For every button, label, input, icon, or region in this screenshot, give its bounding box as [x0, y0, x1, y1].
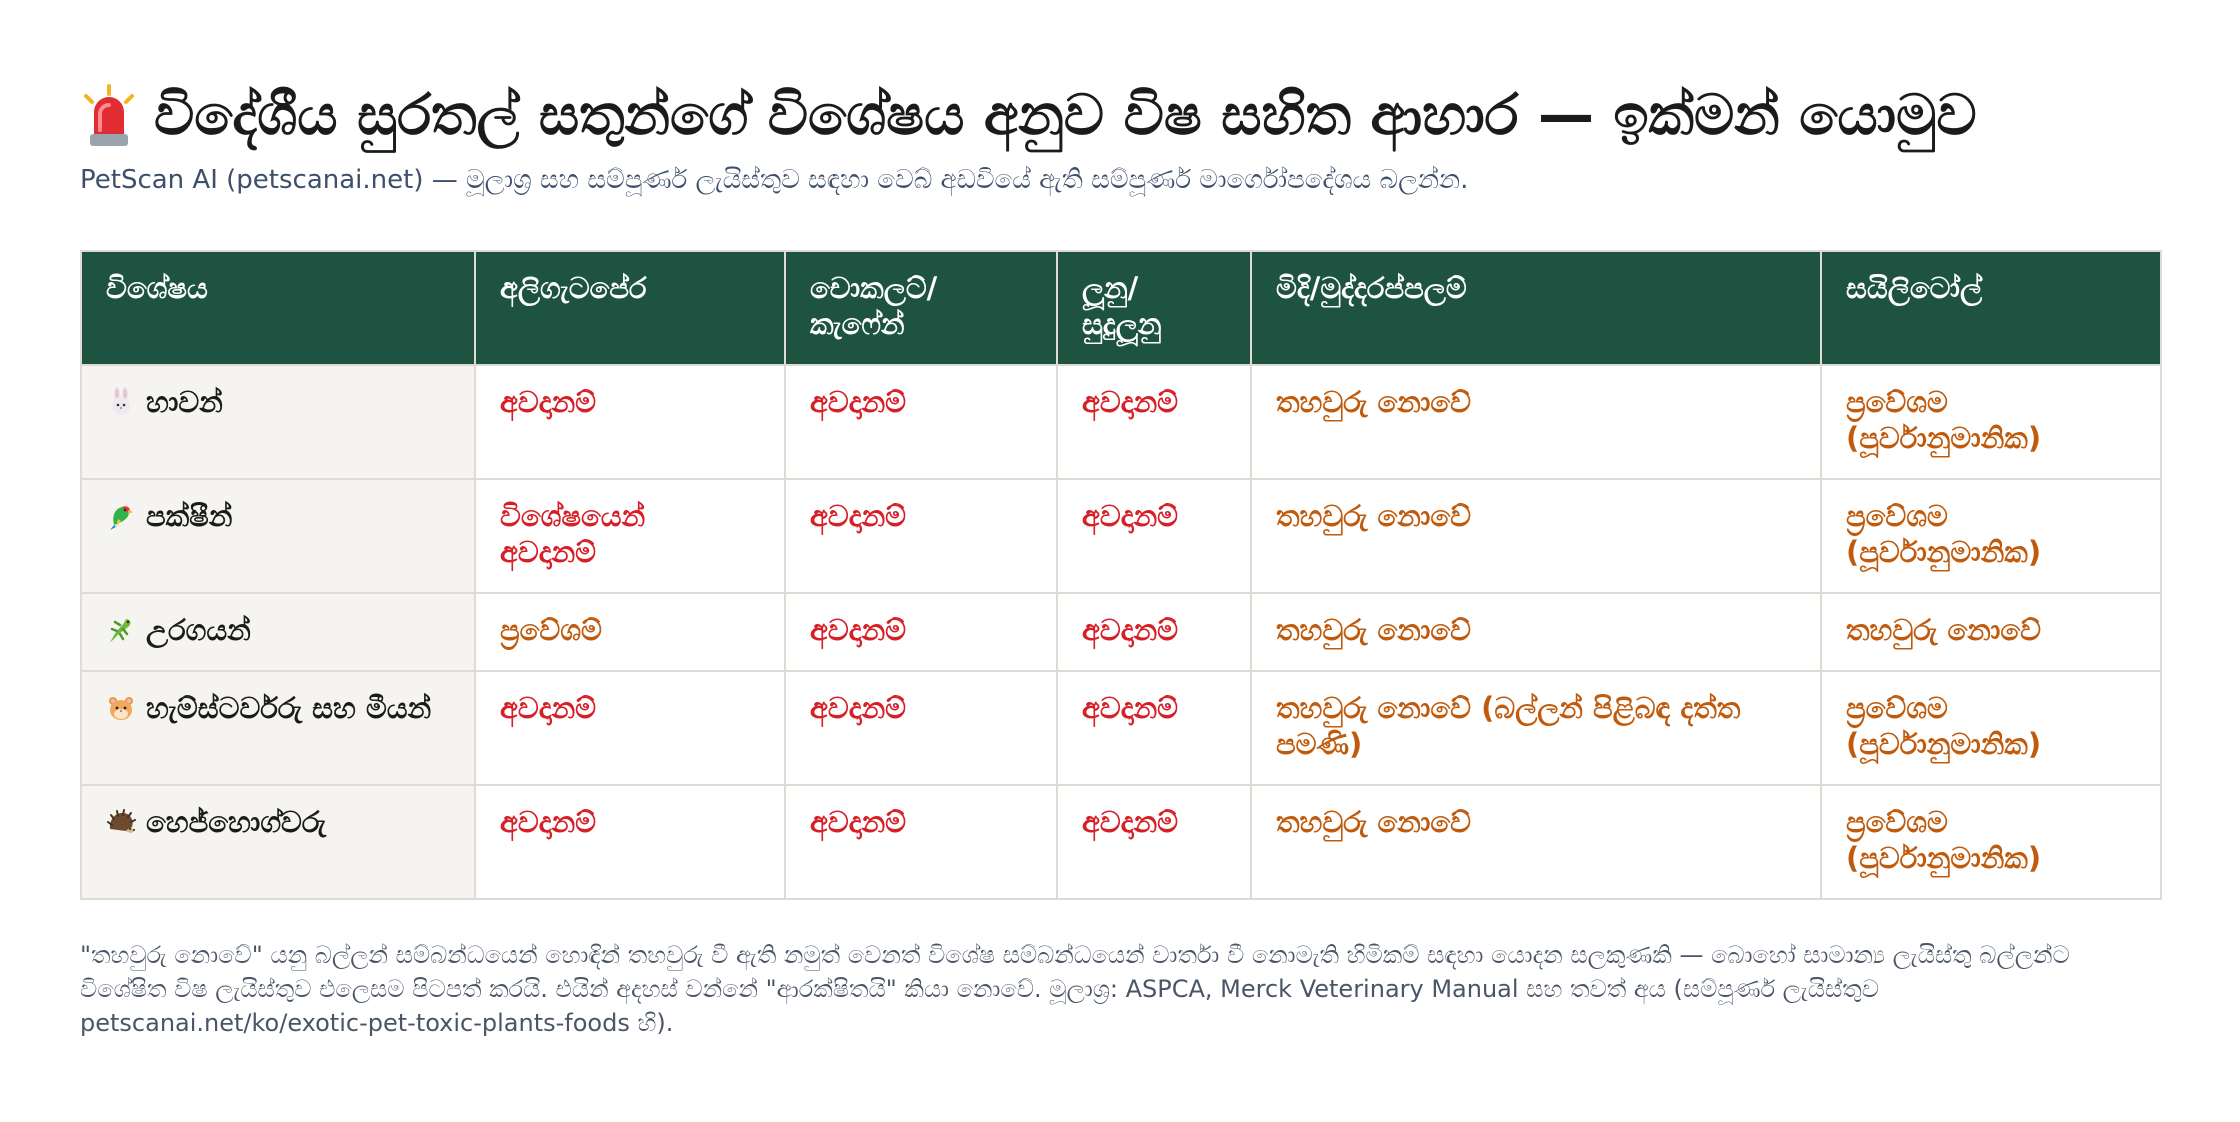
species-name: පක්ෂීන්: [146, 499, 233, 533]
table-body: හාවන් අවදානම් අවදානම් අවදානම් තහවුරු නොවේ ප්‍…: [80, 364, 2162, 900]
status-cell-danger: අවදානම්: [784, 478, 1058, 594]
status-cell-caution: තහවුරු නොවේ (බල්ලන් පිළිබඳ දත්ත පමණි): [1250, 670, 1822, 786]
page-title-text: විදේශීය සුරතල් සතුන්ගේ විශේෂය අනුව විෂ ස…: [154, 83, 1977, 148]
species-name: උරගයන්: [146, 613, 251, 647]
species-cell: පක්ෂීන්: [80, 478, 476, 594]
hedgehog-icon: [106, 807, 136, 837]
species-cell: හෙජ්හොග්වරු: [80, 784, 476, 900]
column-header-avocado: අලිගැටපේර: [474, 250, 786, 366]
status-cell-caution: ප්‍රවේශම (පූර්වානුමානික): [1820, 478, 2162, 594]
table-header-row: විශේෂය අලිගැටපේර චොකලට්/ කැෆේන් ලූනු/ සුදුල…: [80, 250, 2162, 366]
row-hedgehogs: හෙජ්හොග්වරු අවදානම් අවදානම් අවදානම් තහවුරු න…: [80, 784, 2162, 900]
species-label-wrap: හෙජ්හොග්වරු: [106, 804, 450, 840]
status-cell-danger: අවදානම්: [1056, 364, 1252, 480]
rabbit-icon: [106, 387, 136, 417]
status-cell-caution: තහවුරු නොවේ: [1250, 592, 1822, 672]
status-cell-caution: ප්‍රවේශම්: [474, 592, 786, 672]
footnote: "තහවුරු නොවේ" යනු බල්ලන් සම්බන්ධයෙන් හොඳ…: [80, 941, 2070, 1037]
status-cell-danger: අවදානම්: [784, 670, 1058, 786]
species-name: හෙජ්හොග්වරු: [146, 805, 327, 839]
species-cell: උරගයන්: [80, 592, 476, 672]
row-rabbits: හාවන් අවදානම් අවදානම් අවදානම් තහවුරු නොවේ ප්‍…: [80, 364, 2162, 480]
status-cell-caution: තහවුරු නොවේ: [1820, 592, 2162, 672]
status-cell-caution: තහවුරු නොවේ: [1250, 478, 1822, 594]
status-cell-danger: අවදානම්: [1056, 478, 1252, 594]
status-cell-danger: අවදානම්: [1056, 670, 1252, 786]
page-subtitle: PetScan AI (petscanai.net) — මූලාශ්‍ර සහ…: [80, 165, 1469, 195]
status-cell-danger: අවදානම්: [784, 592, 1058, 672]
status-cell-danger: විශේෂයෙන් අවදානම්: [474, 478, 786, 594]
row-reptiles: උරගයන් ප්‍රවේශම් අවදානම් අවදානම් තහවුරු නොවේ…: [80, 592, 2162, 672]
species-cell: හැම්ස්ටර්වරු සහ මීයන්: [80, 670, 476, 786]
status-cell-caution: ප්‍රවේශම (පූර්වානුමානික): [1820, 364, 2162, 480]
status-cell-danger: අවදානම්: [474, 364, 786, 480]
siren-icon: [80, 84, 138, 148]
species-name: හාවන්: [146, 385, 223, 419]
column-header-chocolate: චොකලට්/ කැෆේන්: [784, 250, 1058, 366]
column-header-species: විශේෂය: [80, 250, 476, 366]
status-cell-danger: අවදානම්: [784, 784, 1058, 900]
species-name: හැම්ස්ටර්වරු සහ මීයන්: [146, 691, 432, 725]
row-birds: පක්ෂීන් විශේෂයෙන් අවදානම් අවදානම් අවදානම් තහ…: [80, 478, 2162, 594]
status-cell-caution: ප්‍රවේශම (පූර්වානුමානික): [1820, 670, 2162, 786]
status-cell-caution: තහවුරු නොවේ: [1250, 364, 1822, 480]
species-label-wrap: පක්ෂීන්: [106, 498, 450, 534]
parrot-icon: [106, 501, 136, 531]
status-cell-danger: අවදානම්: [1056, 592, 1252, 672]
status-cell-caution: තහවුරු නොවේ: [1250, 784, 1822, 900]
status-cell-danger: අවදානම්: [1056, 784, 1252, 900]
page-title: විදේශීය සුරතල් සතුන්ගේ විශේෂය අනුව විෂ ස…: [80, 78, 2160, 154]
species-label-wrap: හැම්ස්ටර්වරු සහ මීයන්: [106, 690, 450, 726]
species-label-wrap: හාවන්: [106, 384, 450, 420]
status-cell-danger: අවදානම්: [474, 784, 786, 900]
species-label-wrap: උරගයන්: [106, 612, 450, 648]
species-cell: හාවන්: [80, 364, 476, 480]
status-cell-caution: ප්‍රවේශම (පූර්වානුමානික): [1820, 784, 2162, 900]
row-hamsters-mice: හැම්ස්ටර්වරු සහ මීයන් අවදානම් අවදානම් අවදාන…: [80, 670, 2162, 786]
toxicity-table: විශේෂය අලිගැටපේර චොකලට්/ කැෆේන් ලූනු/ සුදුල…: [80, 250, 2162, 900]
hamster-icon: [106, 693, 136, 723]
status-cell-danger: අවදානම්: [474, 670, 786, 786]
column-header-xylitol: සයිලිටෝල්: [1820, 250, 2162, 366]
status-cell-danger: අවදානම්: [784, 364, 1058, 480]
column-header-grapes: මිදි/මුද්දරප්පලම්: [1250, 250, 1822, 366]
lizard-icon: [106, 615, 136, 645]
column-header-onion: ලූනු/ සුදුලූනු: [1056, 250, 1252, 366]
